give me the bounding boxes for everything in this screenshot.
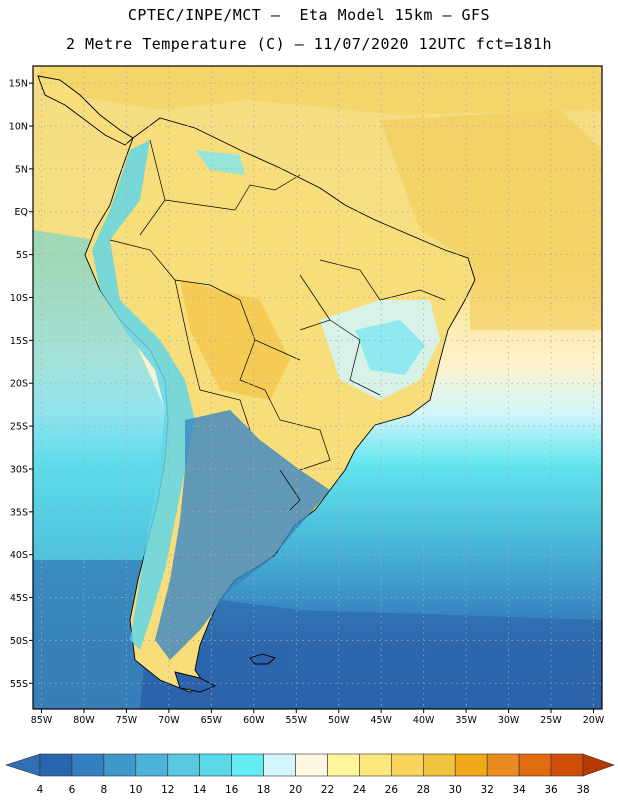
colorbar-label: 8 (101, 784, 108, 796)
lat-tick-label: 35S (10, 507, 28, 518)
colorbar-swatch (486, 753, 520, 777)
lat-tick-label: 50S (10, 636, 28, 647)
colorbar-label: 36 (544, 784, 558, 796)
colorbar-label: 28 (417, 784, 430, 796)
colorbar-label: 34 (512, 784, 526, 796)
lon-tick-label: 85W (31, 715, 53, 726)
lon-tick-label: 75W (116, 715, 138, 726)
colorbar-swatch (518, 753, 552, 777)
colorbar-label: 38 (576, 784, 589, 796)
grid-lines (33, 66, 602, 709)
colorbar-swatch (167, 753, 201, 777)
colorbar-label: 6 (69, 784, 76, 796)
lon-tick-label: 80W (73, 715, 95, 726)
falkland-islands (249, 653, 276, 665)
colorbar-swatch (454, 753, 488, 777)
colorbar: 4 6 8 10 12 14 16 18 20 22 24 26 28 30 32 34 36 38 (5, 753, 615, 796)
lon-tick-label: 35W (455, 715, 477, 726)
lon-tick-label: 40W (413, 715, 435, 726)
colorbar-swatch (327, 753, 360, 777)
lat-tick-label: 15N (9, 79, 28, 90)
lon-tick-label: 70W (158, 715, 180, 726)
lat-tick-label: 5S (16, 250, 28, 261)
lon-tick-label: 65W (201, 715, 223, 726)
colorbar-label: 18 (257, 784, 270, 796)
colorbar-swatch (71, 753, 105, 777)
colorbar-label: 10 (129, 784, 142, 796)
colorbar-label: 16 (225, 784, 239, 796)
lat-tick-label: 45S (10, 593, 28, 604)
map-title: CPTEC/INPE/MCT – Eta Model 15km – GFS (127, 6, 491, 24)
lon-tick-label: 45W (370, 715, 392, 726)
central-america-land (37, 75, 134, 146)
warm-caribbean-patch (40, 66, 602, 115)
colorbar-swatch (231, 753, 264, 777)
colorbar-label: 4 (37, 784, 44, 796)
brazil-cool-core (355, 320, 425, 375)
colorbar-swatch (263, 753, 296, 777)
lat-tick-label: 20S (10, 379, 28, 390)
lon-tick-label: 55W (286, 715, 308, 726)
axis-ticks: 85W 80W 75W 70W 65W 60W 55W 50W 45W 40W 35W 30W 25W 2… (9, 79, 605, 726)
lat-tick-label: 30S (10, 464, 28, 475)
map-subtitle: 2 Metre Temperature (C) – 11/07/2020 12U… (65, 35, 553, 53)
colorbar-label: 20 (289, 784, 302, 796)
colorbar-swatch (391, 753, 424, 777)
lon-tick-label: 60W (243, 715, 265, 726)
lat-tick-label: 25S (10, 422, 28, 433)
colorbar-swatch (103, 753, 137, 777)
lon-tick-label: 25W (540, 715, 562, 726)
bolivia-warm-patch (180, 280, 290, 400)
lat-tick-label: 55S (10, 679, 28, 690)
colorbar-label: 30 (449, 784, 462, 796)
colorbar-label: 14 (193, 784, 207, 796)
lat-tick-label: 10S (10, 293, 28, 304)
colorbar-swatch (135, 753, 169, 777)
colorbar-swatch (550, 753, 584, 777)
lat-tick-label: EQ (15, 207, 28, 218)
lat-tick-label: 5N (15, 164, 28, 175)
colorbar-label: 24 (353, 784, 367, 796)
colorbar-low-arrow (5, 753, 41, 777)
lat-tick-label: 40S (10, 550, 28, 561)
lon-tick-label: 50W (328, 715, 350, 726)
map-frame (32, 65, 603, 710)
colorbar-swatch (422, 753, 456, 777)
colorbar-label: 26 (385, 784, 399, 796)
tierra-del-fuego (174, 671, 217, 693)
lon-tick-label: 30W (498, 715, 520, 726)
colorbar-swatch (39, 753, 73, 777)
lon-tick-label: 20W (583, 715, 605, 726)
colorbar-label: 32 (480, 784, 493, 796)
lat-tick-label: 15S (10, 336, 28, 347)
map-field (33, 66, 602, 709)
colorbar-swatch (295, 753, 328, 777)
colorbar-swatch (359, 753, 392, 777)
warm-atlantic-patch (380, 110, 602, 330)
colorbar-label: 12 (161, 784, 174, 796)
country-borders (109, 139, 446, 511)
colorbar-swatch (199, 753, 232, 777)
colorbar-high-arrow (582, 753, 615, 777)
colorbar-label: 22 (321, 784, 334, 796)
lat-tick-label: 10N (9, 122, 28, 133)
